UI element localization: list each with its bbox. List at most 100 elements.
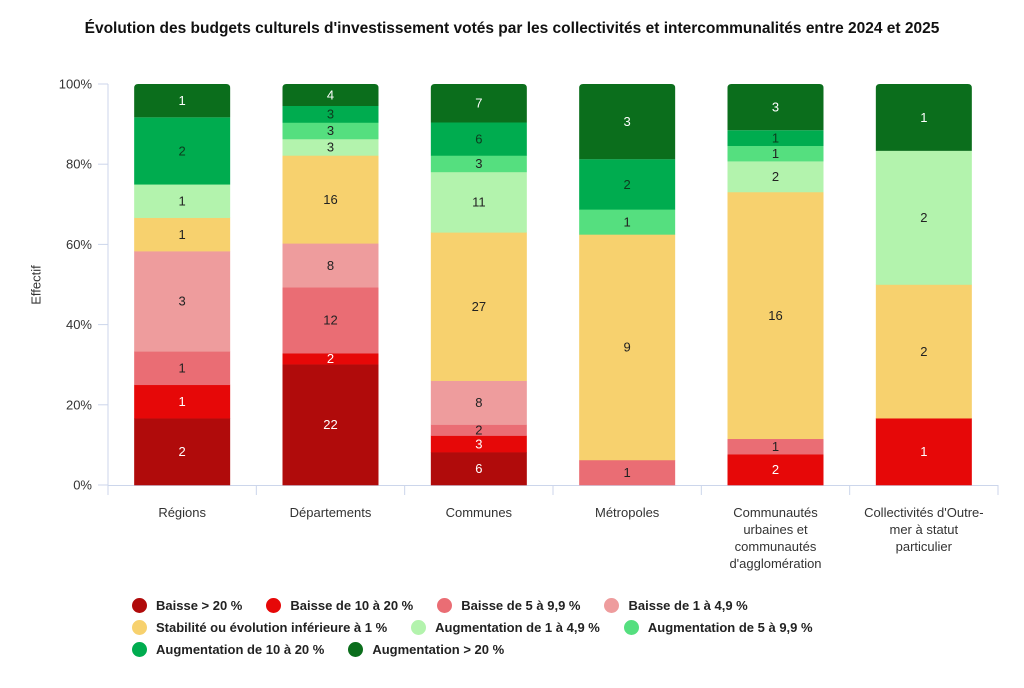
data-label: 1 — [179, 227, 186, 242]
bar-segment — [430, 452, 527, 486]
data-label: 1 — [920, 444, 927, 459]
legend-label: Baisse de 10 à 20 % — [290, 597, 414, 613]
data-label: 1 — [179, 193, 186, 208]
legend-label: Augmentation de 5 à 9,9 % — [647, 619, 813, 635]
bar-segment — [282, 364, 379, 486]
legend-label: Augmentation de 10 à 20 % — [156, 641, 325, 657]
legend-label: Augmentation > 20 % — [372, 641, 505, 657]
data-label: 3 — [475, 436, 482, 451]
data-label: 2 — [475, 423, 482, 438]
data-label: 2 — [179, 143, 186, 158]
legend-marker-icon — [132, 619, 147, 635]
legend-label: Baisse de 1 à 4,9 % — [628, 597, 748, 613]
bar-segment — [282, 155, 379, 244]
bar-segment — [134, 117, 231, 185]
bar-segment — [875, 418, 972, 486]
y-tick-label: 60% — [66, 237, 92, 252]
bar-segment — [134, 184, 231, 218]
bar-segment — [134, 217, 231, 252]
legend-marker-icon — [266, 597, 282, 613]
x-tick-label: Communes — [446, 505, 513, 520]
data-label: 3 — [475, 156, 482, 171]
bar-segment — [134, 251, 231, 352]
legend-row: Augmentation de 10 à 20 % Augmentation > … — [132, 638, 932, 660]
bar-segment — [282, 243, 379, 288]
y-tick-label: 20% — [66, 397, 92, 412]
data-label: 2 — [624, 177, 631, 192]
axes: 0% 20% 40% 60% 80% 100% Régions Départements Com… — [59, 77, 999, 571]
data-label: 16 — [768, 308, 782, 323]
legend-marker-icon — [623, 619, 639, 635]
bar-segment — [727, 130, 824, 146]
data-label: 6 — [475, 461, 482, 476]
data-label: 2 — [179, 444, 186, 459]
data-label: 4 — [327, 87, 334, 102]
y-tick-label: 0% — [73, 478, 92, 493]
legend-marker-icon — [132, 597, 147, 613]
data-label: 1 — [772, 146, 779, 161]
bar-segment — [579, 459, 676, 486]
bar-segment — [282, 353, 379, 365]
y-tick-label: 40% — [66, 317, 92, 332]
legend-item[interactable]: Stabilité ou évolution inférieure à 1 % — [132, 619, 388, 635]
data-label: 1 — [772, 130, 779, 145]
legend-item[interactable]: Baisse de 10 à 20 % — [266, 597, 414, 613]
data-label: 1 — [624, 214, 631, 229]
legend-label: Baisse > 20 % — [156, 597, 243, 613]
bar-segment — [875, 150, 972, 285]
stacked-bar-chart: 0% 20% 40% 60% 80% 100% Régions Départements Com… — [59, 77, 999, 571]
data-label: 9 — [624, 340, 631, 355]
legend: Baisse > 20 % Baisse de 10 à 20 % Baisse d… — [132, 594, 932, 660]
bar-segment — [875, 84, 972, 151]
bar-segment — [430, 435, 527, 453]
legend-item[interactable]: Augmentation de 10 à 20 % — [132, 641, 325, 657]
x-tick-label: Métropoles — [595, 505, 660, 520]
bar-segment — [134, 351, 231, 386]
y-tick-label: 100% — [59, 77, 93, 92]
data-label: 8 — [327, 258, 334, 273]
legend-label: Baisse de 5 à 9,9 % — [461, 597, 581, 613]
x-tick-label: Départements — [290, 505, 372, 520]
data-label: 1 — [772, 439, 779, 454]
bar-segment — [430, 122, 527, 156]
legend-item[interactable]: Augmentation de 1 à 4,9 % — [411, 619, 600, 635]
data-label: 1 — [920, 110, 927, 125]
bar-segment — [282, 138, 379, 156]
data-label: 1 — [179, 361, 186, 376]
data-label: 3 — [179, 294, 186, 309]
legend-marker-icon — [411, 619, 427, 635]
bar-segment — [134, 418, 231, 486]
data-label: 1 — [179, 394, 186, 409]
bar-segment — [430, 171, 527, 233]
data-label: 1 — [624, 465, 631, 480]
legend-marker-icon — [348, 641, 364, 657]
bar-segment — [727, 438, 824, 455]
legend-row: Stabilité ou évolution inférieure à 1 % A… — [132, 616, 932, 638]
bar-segment — [430, 232, 527, 381]
legend-item[interactable]: Baisse de 5 à 9,9 % — [437, 597, 581, 613]
legend-item[interactable]: Augmentation > 20 % — [348, 641, 505, 657]
bar-segment — [430, 155, 527, 173]
data-label: 8 — [475, 395, 482, 410]
legend-item[interactable]: Baisse > 20 % — [132, 597, 243, 613]
data-label: 27 — [472, 299, 486, 314]
bar-segment — [430, 84, 527, 123]
data-label: 2 — [920, 210, 927, 225]
bar-segment — [579, 209, 676, 235]
data-label: 2 — [327, 351, 334, 366]
legend-marker-icon — [132, 641, 147, 657]
legend-item[interactable]: Baisse de 1 à 4,9 % — [604, 597, 748, 613]
bar-segment — [579, 159, 676, 210]
chart-title: Évolution des budgets culturels d'invest… — [84, 20, 940, 37]
legend-row: Baisse > 20 % Baisse de 10 à 20 % Baisse d… — [132, 594, 932, 616]
bar-segment — [579, 234, 676, 461]
bar-segment — [727, 84, 824, 131]
legend-item[interactable]: Augmentation de 5 à 9,9 % — [623, 619, 813, 635]
legend-marker-icon — [604, 597, 620, 613]
bar-segment — [282, 84, 379, 106]
bar-segment — [727, 145, 824, 162]
bar-segment — [282, 105, 379, 123]
bar-segment — [134, 84, 231, 118]
data-label: 6 — [475, 131, 482, 146]
legend-label: Stabilité ou évolution inférieure à 1 % — [156, 619, 388, 635]
